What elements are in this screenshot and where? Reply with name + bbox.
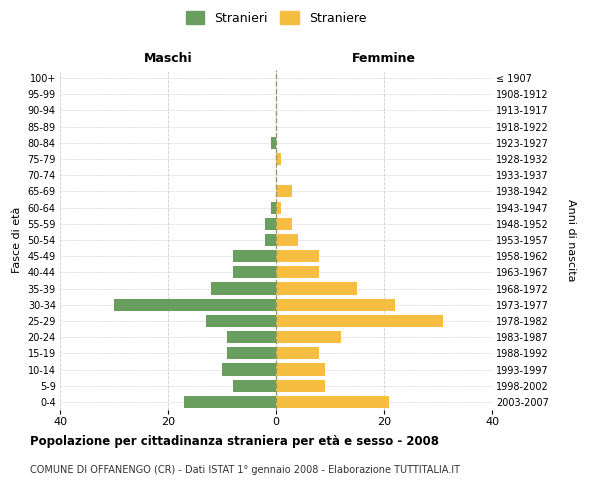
Bar — [276, 298, 395, 311]
Bar — [276, 153, 281, 165]
Bar — [271, 137, 276, 149]
Bar — [276, 282, 357, 294]
Bar — [276, 234, 298, 246]
Bar — [276, 250, 319, 262]
Bar — [233, 250, 276, 262]
Bar — [265, 218, 276, 230]
Bar — [276, 364, 325, 376]
Text: COMUNE DI OFFANENGO (CR) - Dati ISTAT 1° gennaio 2008 - Elaborazione TUTTITALIA.: COMUNE DI OFFANENGO (CR) - Dati ISTAT 1°… — [30, 465, 460, 475]
Bar — [276, 218, 292, 230]
Y-axis label: Anni di nascita: Anni di nascita — [566, 198, 576, 281]
Bar — [227, 331, 276, 343]
Bar — [206, 315, 276, 327]
Bar — [265, 234, 276, 246]
Bar — [222, 364, 276, 376]
Text: Popolazione per cittadinanza straniera per età e sesso - 2008: Popolazione per cittadinanza straniera p… — [30, 435, 439, 448]
Bar — [276, 186, 292, 198]
Bar — [233, 380, 276, 392]
Bar — [276, 348, 319, 360]
Bar — [276, 380, 325, 392]
Bar — [276, 315, 443, 327]
Bar — [276, 266, 319, 278]
Text: Femmine: Femmine — [352, 52, 416, 65]
Bar — [211, 282, 276, 294]
Bar — [114, 298, 276, 311]
Text: Maschi: Maschi — [143, 52, 193, 65]
Bar — [276, 331, 341, 343]
Bar — [271, 202, 276, 213]
Legend: Stranieri, Straniere: Stranieri, Straniere — [185, 11, 367, 25]
Bar — [227, 348, 276, 360]
Bar — [184, 396, 276, 408]
Bar — [276, 396, 389, 408]
Y-axis label: Fasce di età: Fasce di età — [12, 207, 22, 273]
Bar — [276, 202, 281, 213]
Bar — [233, 266, 276, 278]
